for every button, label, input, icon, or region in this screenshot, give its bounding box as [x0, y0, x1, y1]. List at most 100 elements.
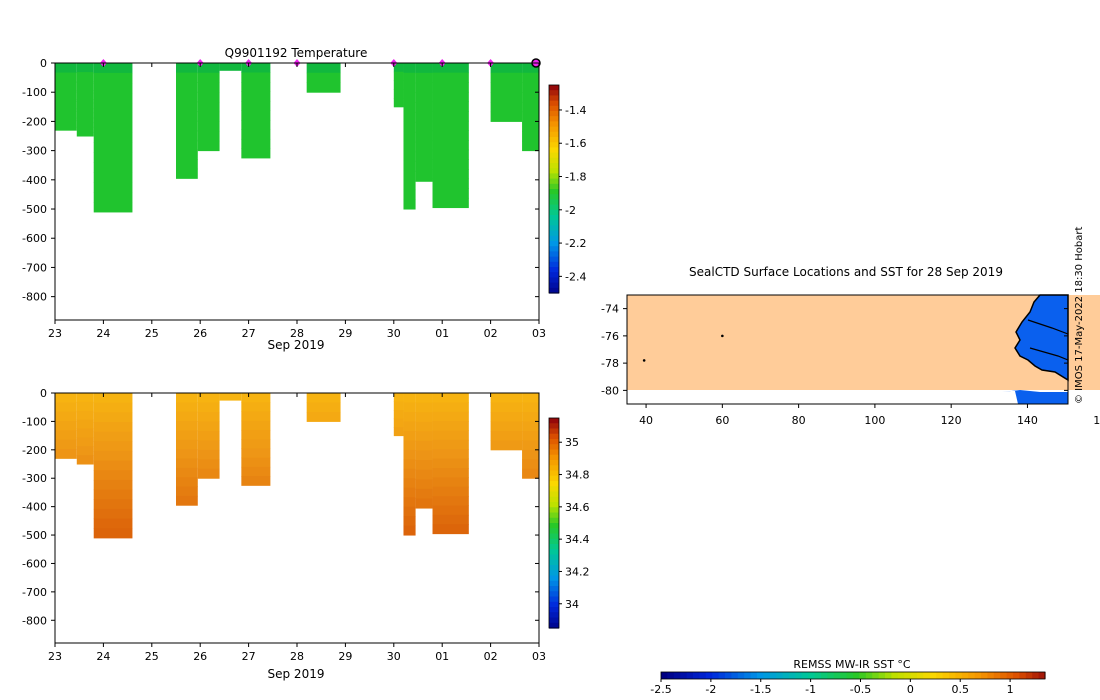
bot-profile-cell — [176, 495, 198, 506]
sst-colorbar-segment — [897, 672, 905, 679]
colorbar-segment — [549, 163, 559, 169]
colorbar-segment — [549, 251, 559, 258]
bot-profile-cell — [403, 525, 416, 536]
bot-profile-cell — [403, 506, 416, 517]
bot-profile-cell — [415, 450, 433, 461]
top-profile-cell — [93, 172, 133, 183]
coastline-south — [1029, 347, 1069, 361]
y-tick-label: -800 — [22, 614, 47, 627]
top-profile-cell — [93, 152, 133, 163]
colorbar-segment — [549, 601, 559, 608]
top-profile-cell — [241, 148, 271, 159]
bot-profile-cell — [432, 430, 469, 441]
sst-colorbar-segment — [821, 672, 828, 679]
top-profile-cell — [490, 82, 523, 93]
x-tick-label: 02 — [484, 327, 498, 340]
colorbar-segment — [549, 449, 559, 456]
top-profile-cell — [403, 131, 416, 142]
top-profile-cell — [432, 82, 469, 93]
sst-colorbar-segment — [731, 672, 739, 679]
y-tick-label: -700 — [22, 261, 47, 274]
top-profile-cell — [393, 63, 404, 73]
sst-colorbar-segment — [885, 672, 892, 679]
bot-profile-cell — [415, 469, 433, 480]
sst-colorbar-segment — [833, 672, 841, 679]
x-tick-label: 24 — [96, 327, 110, 340]
sst-colorbar-segment — [693, 672, 700, 679]
top-profile-cell — [176, 130, 198, 141]
top-profile-cell — [432, 120, 469, 131]
top-profile-cell — [415, 112, 433, 123]
y-tick-label: -500 — [22, 203, 47, 216]
top-profile-cell — [93, 142, 133, 153]
top-profile-cell — [432, 91, 469, 103]
top-profile-cell — [197, 140, 220, 152]
top-profile-cell — [403, 179, 416, 191]
bot-profile-cell — [393, 418, 404, 428]
top-profile-cell — [403, 63, 416, 74]
bot-profile-cell — [522, 430, 539, 441]
bot-profile-cell — [403, 487, 416, 498]
sst-colorbar-segment — [917, 672, 924, 679]
bot-profile-cell — [176, 439, 198, 450]
bot-profile-cell — [393, 410, 404, 420]
sst-colorbar-tick-label: 1 — [1007, 683, 1014, 696]
bot-profile-cell — [197, 411, 220, 422]
colorbar-segment — [549, 460, 559, 466]
sst-colorbar-segment — [968, 672, 976, 679]
top-profile-cell — [432, 178, 469, 189]
colorbar-segment — [549, 199, 559, 206]
top-profile-cell — [415, 92, 433, 103]
salinity-x-axis: 23 24 25 26 27 28 29 30 01 02 03 — [48, 393, 546, 663]
bot-profile-cell — [403, 411, 416, 422]
sst-map-panel: SealCTD Surface Locations and SST for 28… — [601, 265, 1100, 427]
sst-colorbar-segment — [891, 672, 899, 679]
top-profile-cell — [197, 121, 220, 132]
colorbar-segment — [549, 570, 559, 577]
bot-profile-cell — [403, 430, 416, 441]
top-profile-cell — [241, 81, 271, 92]
x-tick-label: 03 — [532, 650, 546, 663]
temperature-title: Q9901192 Temperature — [225, 46, 368, 60]
top-profile-cell — [219, 63, 242, 71]
colorbar-segment — [549, 137, 559, 143]
colorbar-segment — [549, 470, 559, 477]
top-profile-cell — [93, 112, 133, 124]
colorbar-tick-label: 34.8 — [565, 469, 590, 482]
top-profile-cell — [55, 120, 77, 131]
sst-colorbar-segment — [949, 672, 956, 679]
top-profile-cell — [197, 63, 220, 74]
bot-profile-cell — [415, 479, 433, 490]
sst-colorbar-segment — [744, 672, 752, 679]
bot-profile-cell — [432, 439, 469, 450]
top-profile-cell — [93, 202, 133, 213]
colorbar-segment — [549, 261, 559, 268]
temperature-xlabel: Sep 2019 — [268, 338, 325, 352]
colorbar-segment — [549, 586, 559, 592]
top-profile-cell — [197, 92, 220, 103]
y-tick-label: 0 — [40, 387, 47, 400]
sst-colorbar-segment — [974, 672, 982, 679]
top-profile-cell — [403, 72, 416, 83]
bot-profile-cell — [432, 486, 469, 497]
top-profile-cell — [415, 63, 433, 74]
top-profile-cell — [55, 72, 77, 83]
top-profile-cell — [176, 72, 198, 83]
top-profile-cell — [490, 72, 523, 83]
bot-profile-cell — [415, 393, 433, 404]
top-profile-cell — [522, 72, 539, 83]
sst-colorbar-tick-label: -2 — [705, 683, 716, 696]
colorbar-segment — [549, 90, 559, 96]
bot-profile-cell — [241, 429, 271, 440]
bot-profile-cell — [490, 440, 523, 451]
colorbar-segment — [549, 444, 559, 451]
bot-profile-cell — [415, 402, 433, 413]
sst-colorbar-segment — [667, 672, 675, 679]
sst-colorbar-segment — [1025, 672, 1033, 679]
sst-colorbar-segment — [846, 672, 854, 679]
sst-colorbar-segment — [872, 672, 880, 679]
colorbar-segment — [549, 225, 559, 232]
top-profile-cell — [415, 82, 433, 94]
sst-colorbar-segment — [993, 672, 1001, 679]
top-profile-cell — [93, 122, 133, 134]
